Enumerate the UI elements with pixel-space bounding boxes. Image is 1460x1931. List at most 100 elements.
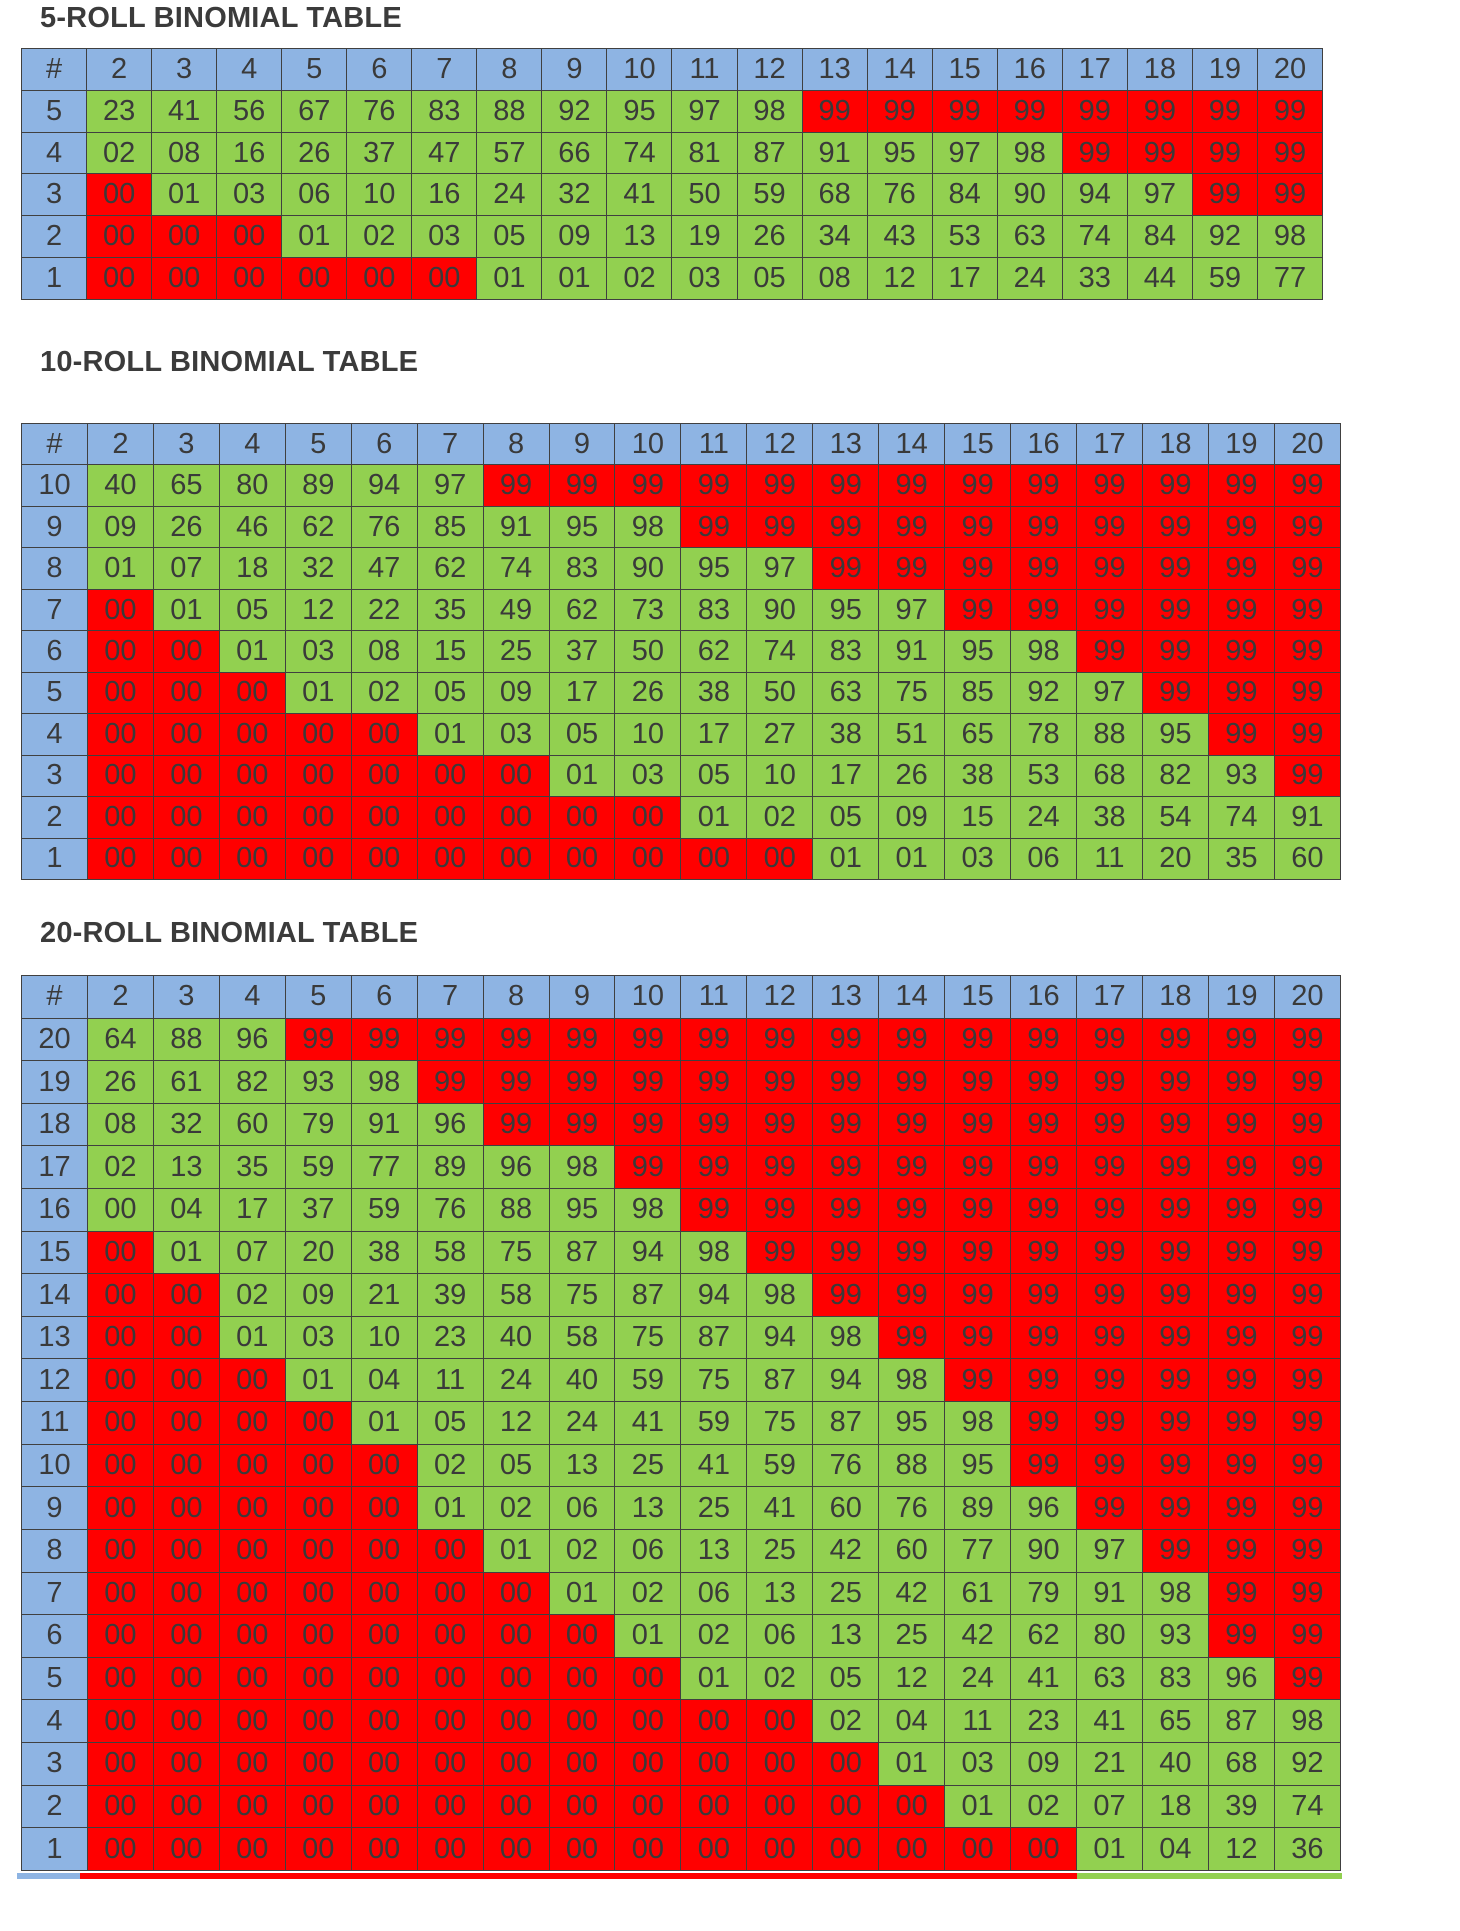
value-cell: 09: [878, 796, 946, 839]
value-cell: 13: [746, 1571, 814, 1616]
value-cell: 41: [606, 173, 673, 217]
value-cell: 00: [614, 1784, 682, 1829]
value-cell: 88: [1076, 713, 1143, 756]
value-cell: 98: [944, 1401, 1012, 1445]
value-cell: 99: [1273, 1571, 1342, 1616]
value-cell: 99: [746, 1188, 814, 1232]
column-header: 17: [1076, 975, 1143, 1019]
value-cell: 82: [218, 1060, 286, 1104]
value-cell: 02: [746, 1656, 814, 1701]
value-cell: 03: [284, 630, 352, 673]
value-cell: 01: [152, 1230, 220, 1275]
value-cell: 90: [1010, 1528, 1077, 1573]
value-cell: 98: [812, 1315, 880, 1360]
value-cell: 99: [1207, 1017, 1275, 1062]
value-cell: 51: [878, 713, 946, 756]
value-cell: 00: [680, 1699, 748, 1743]
value-cell: 99: [1010, 505, 1077, 549]
value-cell: 97: [1076, 1528, 1143, 1573]
value-cell: 99: [1010, 1401, 1077, 1445]
value-cell: 99: [1207, 630, 1275, 673]
value-cell: 00: [218, 1741, 286, 1786]
value-cell: 54: [1141, 796, 1209, 839]
value-cell: 00: [86, 1827, 154, 1871]
value-cell: 01: [878, 1741, 946, 1786]
value-cell: 99: [878, 1102, 946, 1147]
value-cell: 00: [416, 1571, 484, 1616]
value-cell: 99: [1010, 1230, 1077, 1275]
value-cell: 03: [944, 837, 1012, 881]
value-cell: 00: [812, 1784, 880, 1829]
value-cell: 01: [218, 1315, 286, 1360]
value-cell: 99: [482, 1060, 550, 1104]
value-cell: 99: [1273, 1188, 1342, 1232]
value-cell: 99: [801, 89, 868, 133]
value-cell: 00: [86, 754, 154, 798]
value-cell: 99: [812, 1188, 880, 1232]
value-cell: 99: [944, 588, 1012, 632]
value-cell: 99: [1207, 1486, 1275, 1530]
value-cell: 87: [548, 1230, 616, 1275]
value-cell: 99: [614, 464, 682, 507]
row-header: 18: [21, 1102, 88, 1147]
value-cell: 75: [680, 1358, 748, 1403]
value-cell: 99: [1207, 547, 1275, 590]
value-cell: 99: [996, 89, 1063, 133]
value-cell: 00: [86, 1699, 154, 1743]
value-cell: 00: [416, 1699, 484, 1743]
value-cell: 99: [746, 1145, 814, 1190]
value-cell: 03: [614, 754, 682, 798]
value-cell: 79: [284, 1102, 352, 1147]
value-cell: 63: [1076, 1656, 1143, 1701]
column-header: 16: [1010, 422, 1077, 466]
value-cell: 00: [218, 1528, 286, 1573]
value-cell: 95: [548, 505, 616, 549]
value-cell: 99: [1076, 1145, 1143, 1190]
value-cell: 20: [1141, 837, 1209, 881]
column-header: 2: [86, 422, 154, 466]
value-cell: 00: [218, 1401, 286, 1445]
value-cell: 02: [350, 671, 418, 715]
value-cell: 00: [350, 1741, 418, 1786]
value-cell: 46: [218, 505, 286, 549]
value-cell: 95: [1141, 713, 1209, 756]
value-cell: 99: [1207, 464, 1275, 507]
value-cell: 24: [548, 1401, 616, 1445]
value-cell: 99: [944, 1315, 1012, 1360]
value-cell: 38: [350, 1230, 418, 1275]
value-cell: 99: [1207, 1401, 1275, 1445]
value-cell: 99: [1273, 1614, 1342, 1658]
value-cell: 42: [878, 1571, 946, 1616]
column-header: 3: [151, 48, 218, 91]
column-header: 9: [548, 975, 616, 1019]
value-cell: 40: [482, 1315, 550, 1360]
value-cell: 38: [944, 754, 1012, 798]
value-cell: 00: [411, 257, 478, 300]
value-cell: 99: [746, 505, 814, 549]
value-cell: 80: [218, 464, 286, 507]
value-cell: 56: [216, 89, 283, 133]
value-cell: 99: [944, 547, 1012, 590]
value-cell: 00: [218, 796, 286, 839]
value-cell: 00: [548, 1827, 616, 1871]
value-cell: 38: [812, 713, 880, 756]
value-cell: 01: [476, 257, 543, 300]
value-cell: 79: [1010, 1571, 1077, 1616]
value-cell: 99: [746, 1060, 814, 1104]
value-cell: 25: [482, 630, 550, 673]
value-cell: 97: [671, 89, 738, 133]
value-cell: 99: [1141, 1145, 1209, 1190]
value-cell: 76: [866, 173, 933, 217]
value-cell: 99: [1061, 131, 1128, 175]
value-cell: 38: [1076, 796, 1143, 839]
value-cell: 99: [878, 464, 946, 507]
value-cell: 99: [1010, 464, 1077, 507]
value-cell: 99: [812, 1230, 880, 1275]
value-cell: 95: [944, 630, 1012, 673]
value-cell: 53: [931, 215, 998, 259]
value-cell: 00: [86, 1741, 154, 1786]
value-cell: 40: [86, 464, 154, 507]
value-cell: 99: [1010, 1443, 1077, 1488]
value-cell: 00: [482, 1656, 550, 1701]
column-header: 12: [736, 48, 803, 91]
